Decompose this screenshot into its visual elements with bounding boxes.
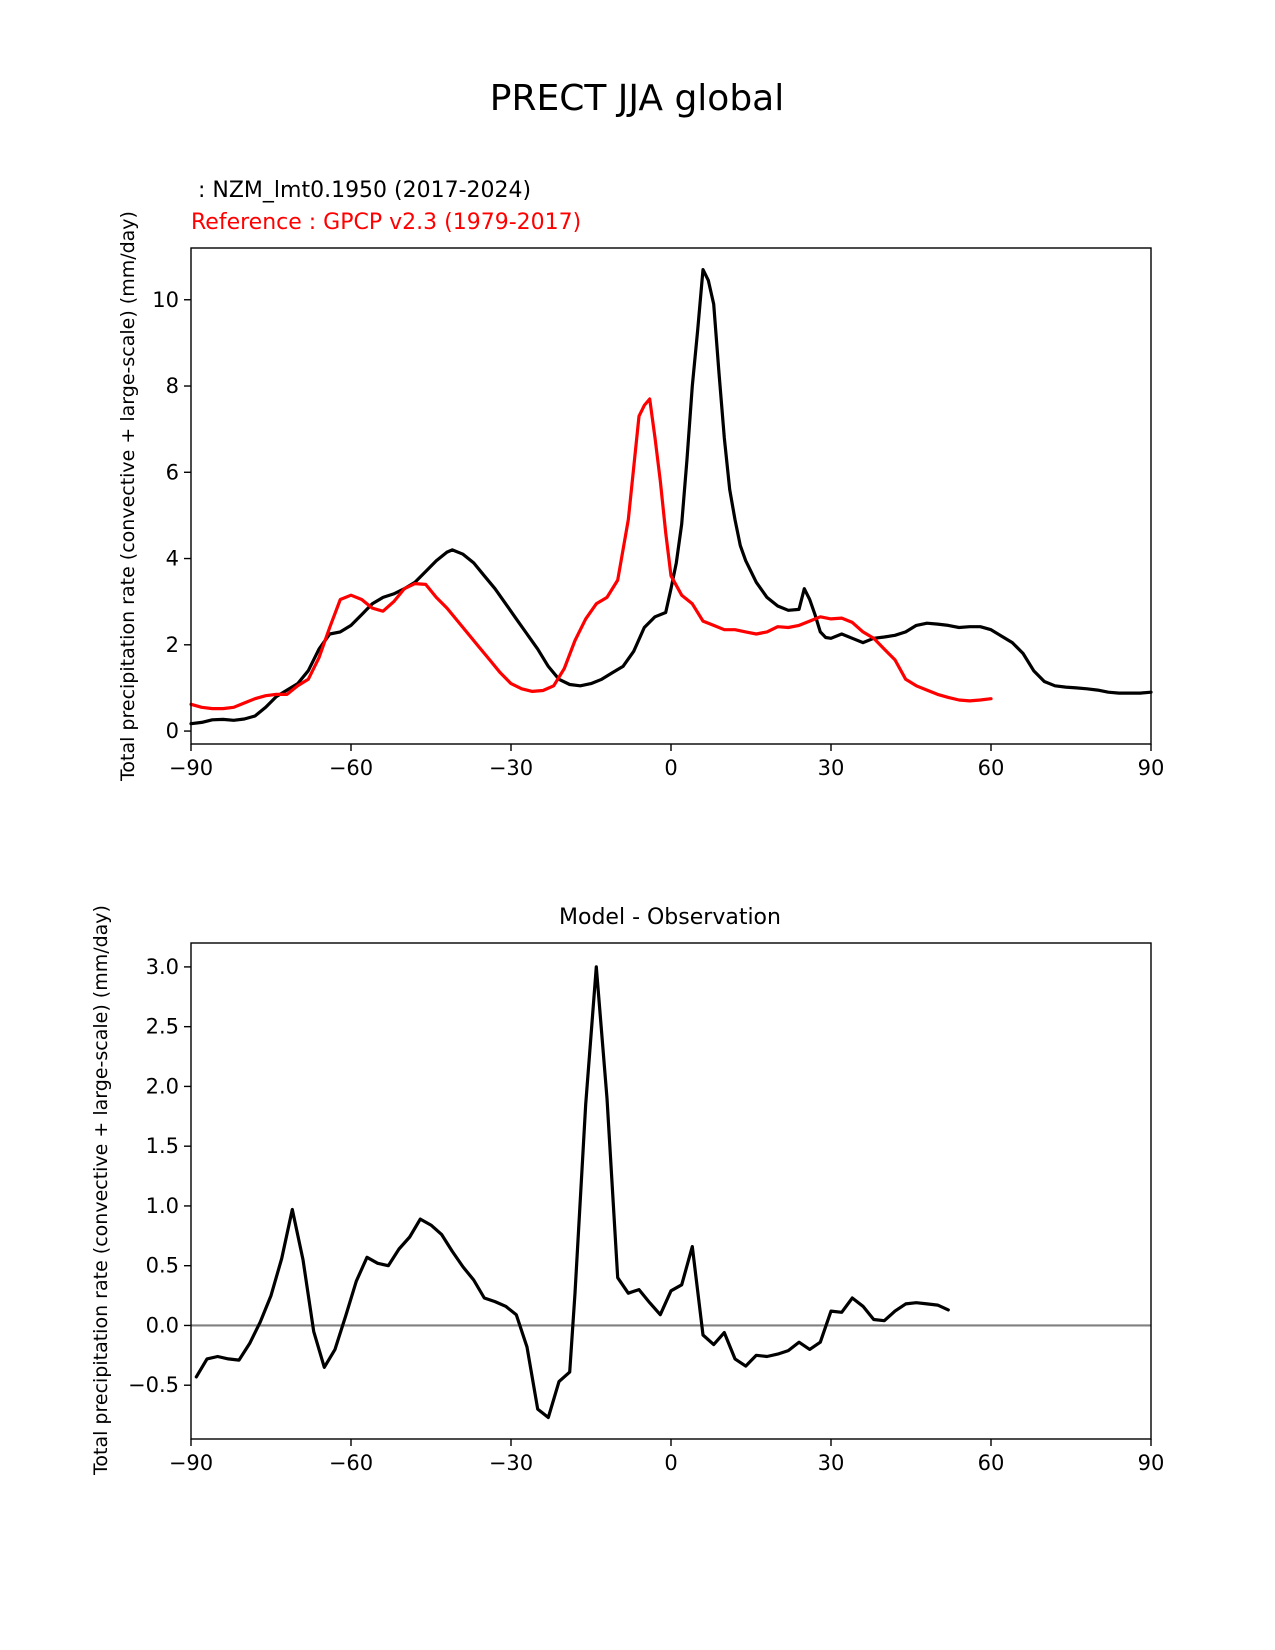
x-tick-label: −90 bbox=[169, 756, 213, 780]
x-tick-label: −60 bbox=[329, 1451, 373, 1475]
bottom-panel: Model - Observation Total precipitation … bbox=[90, 905, 1164, 1476]
y-tick-label: 2.0 bbox=[146, 1074, 179, 1098]
y-tick-label: 2.5 bbox=[146, 1015, 179, 1039]
x-tick-label: 0 bbox=[664, 756, 677, 780]
x-tick-label: 30 bbox=[818, 1451, 845, 1475]
x-tick-label: 0 bbox=[664, 1451, 677, 1475]
y-tick-label: 3.0 bbox=[146, 955, 179, 979]
y-tick-label: 6 bbox=[166, 460, 179, 484]
x-tick-label: 90 bbox=[1138, 756, 1165, 780]
bottom-plot-area: −90 −60 −30 0 30 60 90 −0.5 0.0 0.5 1.0 1.5 2.0 2.5 3.… bbox=[128, 942, 1165, 1475]
series-line-1-0 bbox=[194, 965, 950, 1420]
y-tick-label: 10 bbox=[152, 288, 179, 312]
top-plot-area: −90 −60 −30 0 30 60 90 0 2 4 6 8 10 bbox=[152, 247, 1165, 780]
bottom-title: Model - Observation bbox=[559, 905, 781, 930]
y-tick-label: 1.5 bbox=[146, 1134, 179, 1158]
figure-title: PRECT JJA global bbox=[490, 78, 785, 119]
x-tick-label: −90 bbox=[169, 1451, 213, 1475]
y-tick-label: 4 bbox=[166, 547, 179, 571]
y-tick-label: −0.5 bbox=[128, 1373, 179, 1397]
x-tick-label: 30 bbox=[818, 756, 845, 780]
top-ylabel: Total precipitation rate (convective + l… bbox=[117, 211, 139, 782]
x-tick-label: −30 bbox=[489, 756, 533, 780]
y-tick-label: 8 bbox=[166, 374, 179, 398]
bottom-ylabel: Total precipitation rate (convective + l… bbox=[90, 905, 112, 1476]
y-tick-label: 0.0 bbox=[146, 1313, 179, 1337]
series-line-0-1 bbox=[189, 397, 993, 711]
top-panel: : NZM_lmt0.1950 (2017-2024) Reference : … bbox=[117, 178, 1164, 782]
y-tick-label: 0 bbox=[166, 719, 179, 743]
x-tick-label: 90 bbox=[1138, 1451, 1165, 1475]
x-tick-label: −30 bbox=[489, 1451, 533, 1475]
series-line-0-0 bbox=[189, 268, 1153, 726]
reference-label: Reference : GPCP v2.3 (1979-2017) bbox=[191, 210, 581, 235]
y-tick-label: 2 bbox=[166, 633, 179, 657]
x-tick-label: 60 bbox=[978, 1451, 1005, 1475]
axes-frame bbox=[190, 247, 1152, 745]
y-tick-label: 0.5 bbox=[146, 1254, 179, 1278]
x-tick-label: −60 bbox=[329, 756, 373, 780]
x-tick-label: 60 bbox=[978, 756, 1005, 780]
y-tick-label: 1.0 bbox=[146, 1194, 179, 1218]
test-label: : NZM_lmt0.1950 (2017-2024) bbox=[191, 178, 531, 203]
axes-frame bbox=[190, 942, 1152, 1440]
